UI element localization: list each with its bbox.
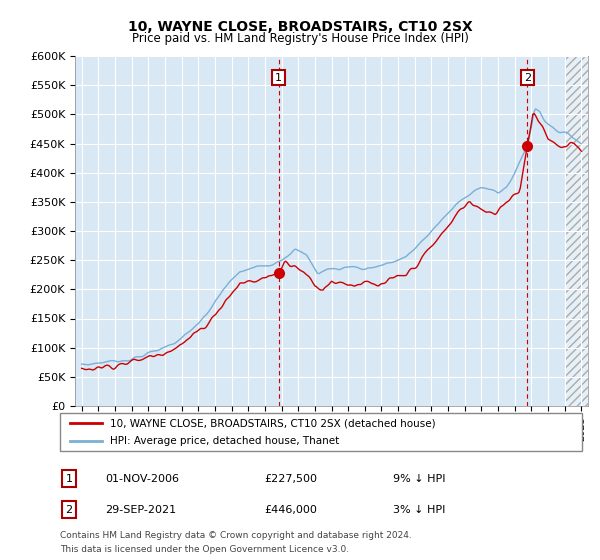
Text: 1: 1 [65,474,73,484]
Text: £446,000: £446,000 [264,505,317,515]
Text: 2: 2 [524,73,531,82]
Text: 3% ↓ HPI: 3% ↓ HPI [393,505,445,515]
Text: 1: 1 [275,73,282,82]
Text: 10, WAYNE CLOSE, BROADSTAIRS, CT10 2SX (detached house): 10, WAYNE CLOSE, BROADSTAIRS, CT10 2SX (… [110,418,435,428]
Text: Price paid vs. HM Land Registry's House Price Index (HPI): Price paid vs. HM Land Registry's House … [131,32,469,45]
Text: 29-SEP-2021: 29-SEP-2021 [105,505,176,515]
Text: 9% ↓ HPI: 9% ↓ HPI [393,474,445,484]
Text: 01-NOV-2006: 01-NOV-2006 [105,474,179,484]
Text: 2: 2 [65,505,73,515]
Text: This data is licensed under the Open Government Licence v3.0.: This data is licensed under the Open Gov… [60,545,349,554]
Text: £227,500: £227,500 [264,474,317,484]
FancyBboxPatch shape [60,413,582,451]
Text: 10, WAYNE CLOSE, BROADSTAIRS, CT10 2SX: 10, WAYNE CLOSE, BROADSTAIRS, CT10 2SX [128,20,472,34]
Text: HPI: Average price, detached house, Thanet: HPI: Average price, detached house, Than… [110,436,339,446]
Text: Contains HM Land Registry data © Crown copyright and database right 2024.: Contains HM Land Registry data © Crown c… [60,531,412,540]
